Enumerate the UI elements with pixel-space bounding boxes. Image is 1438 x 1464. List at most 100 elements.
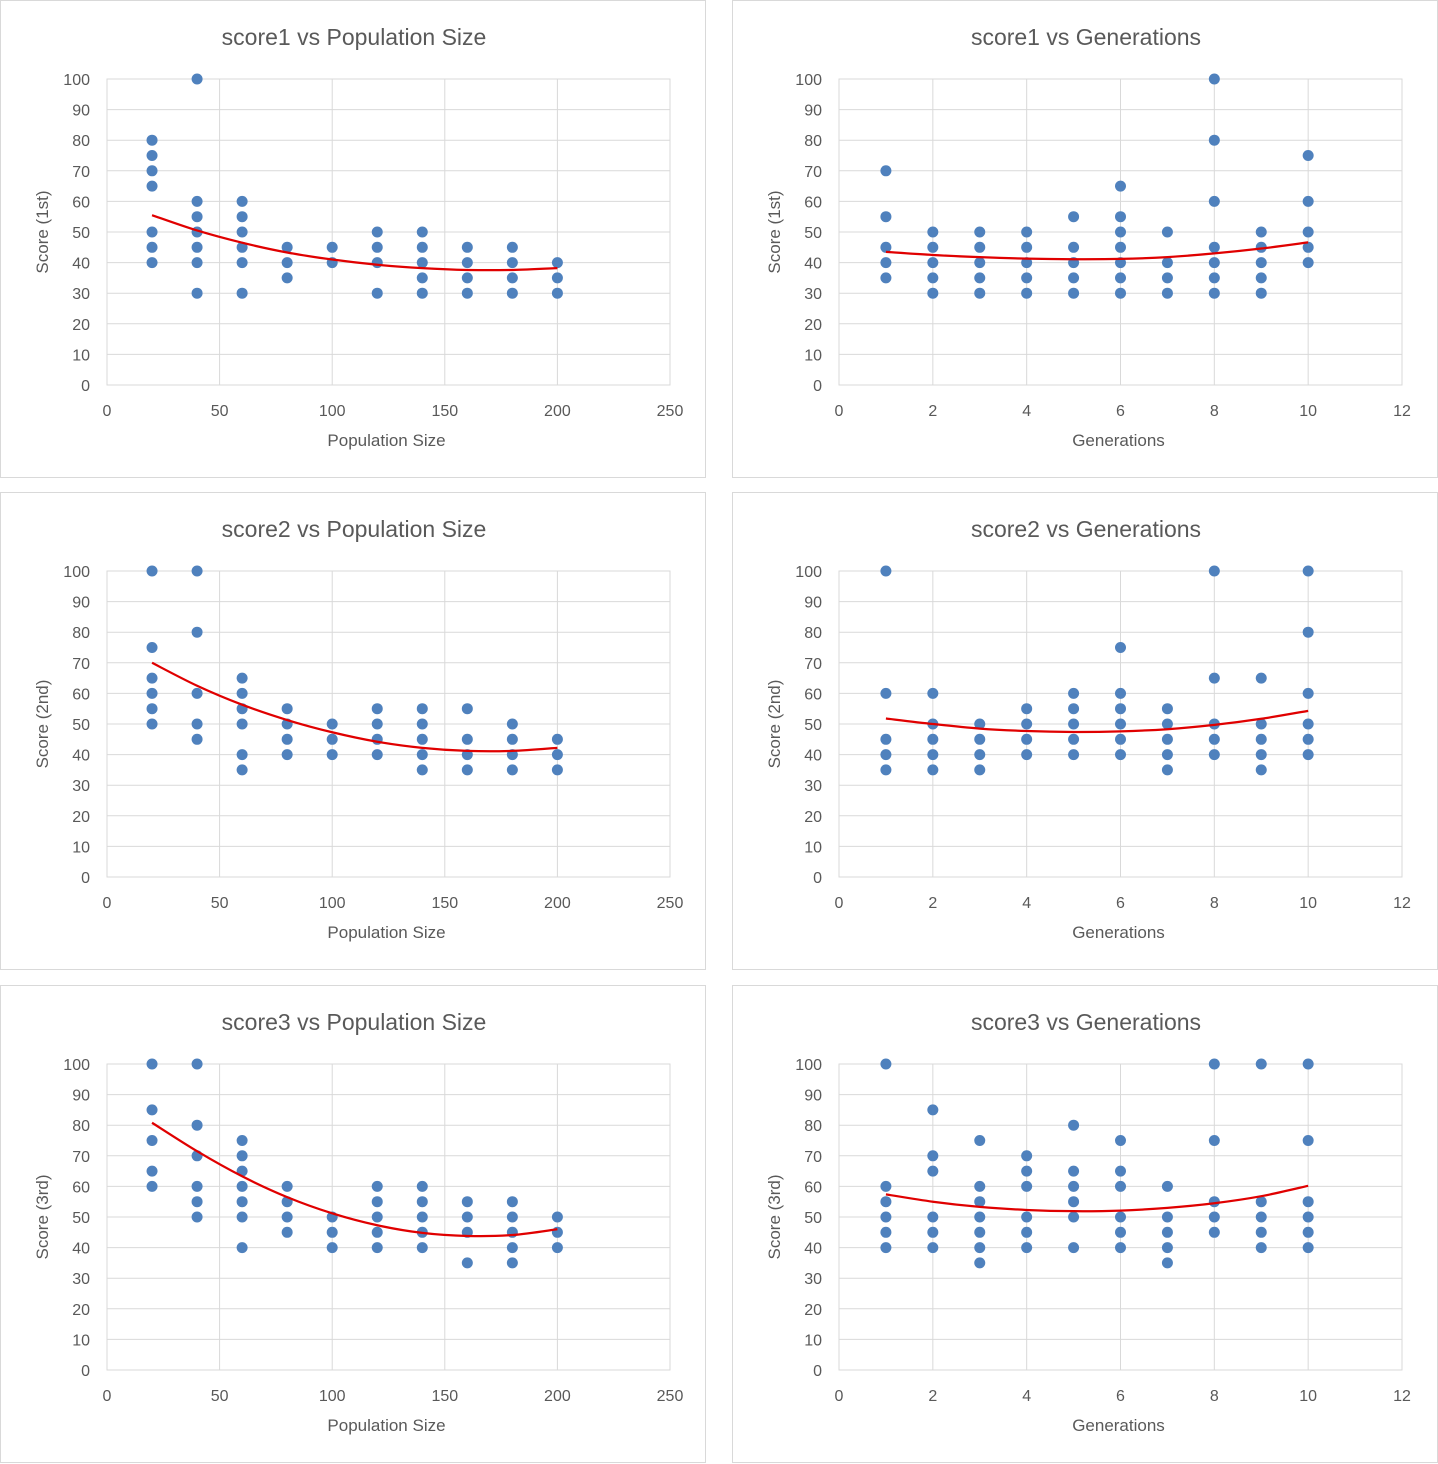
chart-title: score2 vs Generations [971, 516, 1201, 542]
data-point [880, 1211, 892, 1223]
chart-score3-vs-population-size: score3 vs Population Size 0 10 20 30 40 50 60 70… [0, 985, 706, 1463]
data-point [236, 749, 248, 761]
data-point [191, 241, 203, 253]
data-point [1255, 241, 1267, 253]
data-point [416, 257, 428, 269]
y-tick-label: 20 [72, 317, 90, 334]
data-point [1115, 703, 1126, 715]
data-point [416, 1211, 428, 1223]
data-point [371, 226, 383, 238]
data-point [146, 565, 158, 577]
data-point [1021, 718, 1033, 730]
chart-title: score3 vs Generations [971, 1009, 1201, 1035]
chart-score1-vs-generations: score1 vs Generations 0 10 20 30 40 50 60 70 80 90… [732, 0, 1438, 478]
data-point [1255, 672, 1267, 684]
data-point [1115, 733, 1126, 745]
data-point [974, 287, 986, 299]
data-point [974, 749, 986, 761]
y-tick-label: 100 [63, 1057, 90, 1074]
data-point [1302, 195, 1314, 207]
data-point [416, 287, 428, 299]
data-point [1021, 1180, 1033, 1192]
chart-title: score1 vs Generations [971, 24, 1201, 50]
data-point [371, 287, 383, 299]
data-point [1161, 287, 1173, 299]
data-point [281, 1226, 293, 1238]
data-point [371, 241, 383, 253]
data-point [880, 165, 892, 177]
data-point [1255, 272, 1267, 284]
data-point [1068, 211, 1080, 223]
data-point [416, 226, 428, 238]
data-point [236, 211, 248, 223]
y-tick-label: 20 [72, 809, 90, 826]
data-point [974, 1226, 986, 1238]
data-point [1161, 257, 1173, 269]
data-point [1255, 287, 1267, 299]
data-point [506, 241, 518, 253]
data-point [371, 1196, 383, 1208]
y-tick-label: 60 [804, 686, 822, 703]
y-tick-label: 50 [804, 225, 822, 242]
data-point [146, 1104, 158, 1116]
data-point [1021, 257, 1033, 269]
y-tick-label: 40 [72, 256, 90, 273]
y-tick-label: 30 [804, 1271, 822, 1288]
plot-area [838, 570, 1403, 878]
data-point [146, 718, 158, 730]
data-point [974, 1211, 986, 1223]
data-point [1068, 733, 1080, 745]
trendline [885, 709, 1309, 734]
trendline [885, 241, 1309, 261]
data-point [1021, 1242, 1033, 1254]
data-point [416, 272, 428, 284]
data-point [1208, 672, 1220, 684]
x-tick-label: 10 [1299, 1388, 1317, 1405]
data-point [1302, 718, 1314, 730]
data-point [371, 703, 383, 715]
data-point [236, 1180, 248, 1192]
plot-area [838, 1063, 1403, 1371]
data-point [1302, 565, 1314, 577]
trendline [151, 661, 558, 753]
data-point [551, 764, 563, 776]
data-point [974, 1180, 986, 1192]
data-point [1021, 1211, 1033, 1223]
y-tick-label: 0 [81, 1363, 90, 1380]
data-point [281, 1211, 293, 1223]
data-point [236, 1135, 248, 1146]
data-point [146, 165, 158, 177]
data-point [281, 257, 293, 269]
data-point [146, 150, 158, 161]
y-tick-label: 20 [804, 317, 822, 334]
data-point [1115, 180, 1126, 192]
x-tick-label: 250 [657, 403, 684, 420]
y-tick-label: 80 [72, 133, 90, 150]
x-axis-title: Generations [1072, 431, 1165, 450]
data-point [191, 1211, 203, 1223]
data-point [1208, 257, 1220, 269]
data-point [1115, 1226, 1126, 1238]
data-point [1255, 226, 1267, 238]
data-point [1208, 241, 1220, 253]
x-tick-label: 8 [1210, 1388, 1219, 1405]
x-axis-title: Generations [1072, 1416, 1165, 1435]
y-tick-label: 40 [72, 748, 90, 765]
data-point [506, 733, 518, 745]
data-point [191, 1119, 203, 1131]
chart-score1-vs-population-size: score1 vs Population Size 0 10 20 30 40 50 60 70… [0, 0, 706, 478]
data-point [1302, 733, 1314, 745]
x-tick-label: 50 [211, 1388, 229, 1405]
y-tick-label: 60 [804, 194, 822, 211]
data-point [461, 272, 473, 284]
data-point [1115, 287, 1126, 299]
data-point [1161, 764, 1173, 776]
chart-title: score2 vs Population Size [222, 516, 487, 542]
data-point [1115, 1242, 1126, 1254]
chart-score2-vs-population-size: score2 vs Population Size 0 10 20 30 40 50 60 70… [0, 492, 706, 970]
data-point [927, 272, 939, 284]
data-point [880, 565, 892, 577]
x-tick-label: 100 [319, 403, 346, 420]
data-point [1208, 195, 1220, 207]
data-point [1208, 1135, 1220, 1146]
